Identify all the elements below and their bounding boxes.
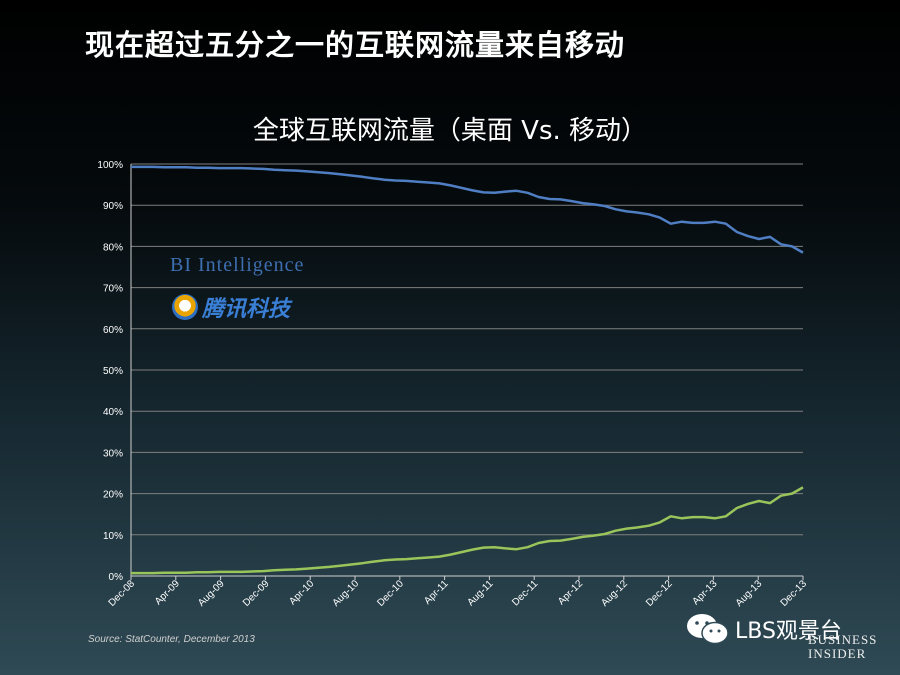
x-tick-label: Dec-09 xyxy=(241,578,272,609)
x-tick-label: Aug-10 xyxy=(331,578,362,609)
series-line-0 xyxy=(131,165,804,254)
y-tick-label: 40% xyxy=(103,407,123,418)
tencent-tech-text: 腾讯科技 xyxy=(202,297,291,322)
x-tick-label: Apr-10 xyxy=(287,578,316,607)
y-tick-label: 10% xyxy=(103,531,123,542)
y-tick-label: 0% xyxy=(109,572,124,583)
chart-series xyxy=(131,165,804,575)
y-tick-label: 20% xyxy=(103,490,123,501)
wechat-account-name: LBS观景台 xyxy=(735,619,842,644)
tencent-logo-icon xyxy=(172,294,198,320)
wechat-icon xyxy=(687,614,729,645)
x-tick-label: Aug-12 xyxy=(599,578,630,609)
wechat-watermark: LBS观景台 xyxy=(685,612,842,646)
bi-intelligence-logo: BI Intelligence xyxy=(170,254,305,276)
x-tick-label: Apr-11 xyxy=(422,578,451,607)
brand-line-2: INSIDER xyxy=(808,646,867,661)
y-tick-label: 60% xyxy=(103,325,123,336)
x-tick-label: Apr-13 xyxy=(691,578,720,607)
source-note: Source: StatCounter, December 2013 xyxy=(88,634,255,645)
y-tick-label: 70% xyxy=(103,284,123,295)
x-tick-label: Apr-12 xyxy=(556,578,585,607)
y-tick-label: 90% xyxy=(103,201,123,212)
x-tick-label: Dec-12 xyxy=(644,578,675,609)
chart-grid xyxy=(130,163,804,580)
y-tick-label: 80% xyxy=(103,242,123,253)
brand-line-1: BUSINESS xyxy=(808,632,878,647)
x-tick-label: Aug-09 xyxy=(196,578,227,609)
y-tick-label: 100% xyxy=(97,160,123,171)
y-axis-ticks: 0% 10% 20% 30% 40% 50% 60% 70% 80% 90% 100% xyxy=(97,160,123,583)
x-axis-ticks: Dec-08 Apr-09 Aug-09 Dec-09 Apr-10 Aug-10 Dec-… xyxy=(107,578,810,609)
business-insider-brand: BUSINESS INSIDER xyxy=(808,633,877,661)
x-tick-label: Dec-10 xyxy=(375,578,406,609)
chart-title: 全球互联网流量（桌面 Vs. 移动） xyxy=(252,116,648,146)
series-line-1 xyxy=(131,486,804,575)
x-tick-label: Apr-09 xyxy=(153,578,182,607)
tencent-tech-logo: 腾讯科技 xyxy=(172,291,290,323)
y-tick-label: 50% xyxy=(103,366,123,377)
x-tick-label: Dec-13 xyxy=(779,578,810,609)
x-tick-label: Dec-11 xyxy=(510,578,540,608)
x-tick-label: Aug-11 xyxy=(465,578,495,608)
slide-title: 现在超过五分之一的互联网流量来自移动 xyxy=(85,28,626,62)
x-tick-label: Aug-13 xyxy=(734,578,765,609)
y-tick-label: 30% xyxy=(103,448,123,459)
